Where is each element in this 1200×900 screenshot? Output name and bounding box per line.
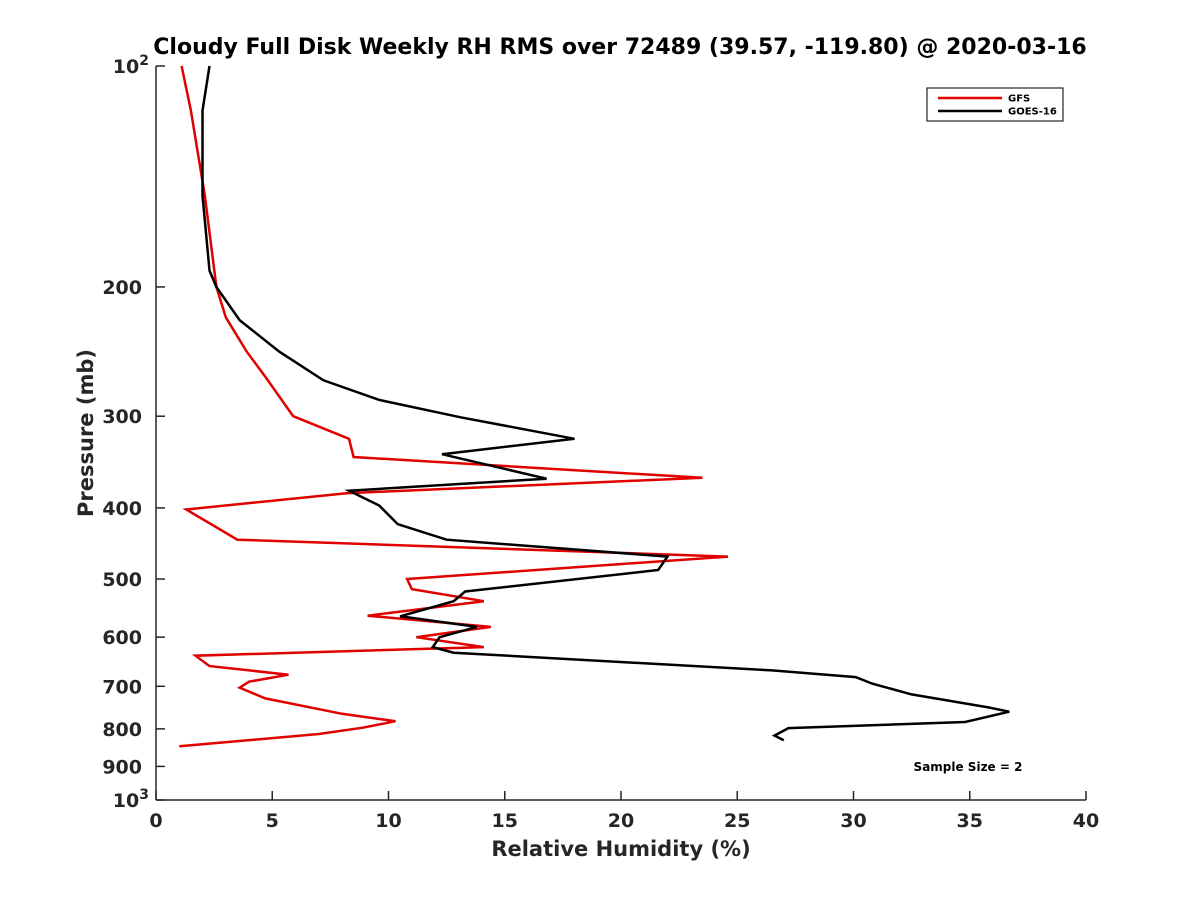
- series-line-gfs: [179, 65, 729, 748]
- x-axis-label: Relative Humidity (%): [491, 837, 750, 861]
- series-group: [179, 65, 1010, 748]
- y-axis-ticks: 102 200 300 400 500 600 700 800 900 103: [102, 53, 165, 812]
- legend-label-goes16: GOES-16: [1008, 107, 1057, 118]
- x-tick-label: 15: [492, 810, 518, 832]
- x-tick-label: 0: [149, 810, 162, 832]
- y-tick-label: 700: [102, 676, 142, 698]
- y-tick-label: 800: [102, 719, 142, 741]
- plot-area: [156, 66, 1086, 800]
- x-tick-label: 5: [266, 810, 279, 832]
- y-tick-label: 500: [102, 569, 142, 591]
- y-tick-label: 200: [102, 277, 142, 299]
- legend: GFS GOES-16: [926, 87, 1064, 122]
- x-tick-label: 35: [957, 810, 983, 832]
- sample-size-annotation: Sample Size = 2: [914, 760, 1023, 774]
- y-tick-label: 900: [102, 756, 142, 778]
- x-tick-label: 25: [724, 810, 750, 832]
- legend-label-gfs: GFS: [1008, 94, 1030, 105]
- chart-title: Cloudy Full Disk Weekly RH RMS over 7248…: [153, 35, 1086, 60]
- x-tick-label: 10: [375, 810, 401, 832]
- y-axis-label: Pressure (mb): [74, 349, 98, 517]
- y-tick-label: 600: [102, 627, 142, 649]
- legend-box: [926, 87, 1064, 122]
- y-tick-label: 300: [102, 406, 142, 428]
- y-tick-label: 103: [113, 787, 149, 812]
- series-line-goes16: [201, 65, 1010, 742]
- x-tick-label: 40: [1073, 810, 1099, 832]
- x-axis-ticks: 0 5 10 15 20 25 30 35 40: [149, 791, 1099, 832]
- y-tick-label: 400: [102, 498, 142, 520]
- x-tick-label: 30: [840, 810, 866, 832]
- x-tick-label: 20: [608, 810, 634, 832]
- y-tick-label: 102: [113, 53, 149, 78]
